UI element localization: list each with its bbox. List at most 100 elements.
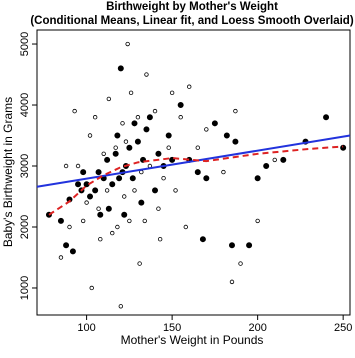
mean-point bbox=[105, 205, 112, 212]
data-point bbox=[101, 151, 106, 157]
mean-point bbox=[114, 132, 121, 139]
data-point bbox=[84, 200, 89, 205]
mean-point bbox=[92, 187, 99, 194]
data-point bbox=[255, 218, 260, 224]
data-point bbox=[238, 261, 243, 266]
mean-point bbox=[138, 199, 145, 206]
data-point bbox=[110, 230, 115, 236]
data-point bbox=[75, 163, 81, 169]
mean-point bbox=[254, 175, 261, 182]
mean-point bbox=[121, 211, 128, 218]
mean-point bbox=[263, 163, 270, 170]
mean-point bbox=[69, 248, 76, 255]
data-point bbox=[142, 218, 147, 224]
mean-point bbox=[131, 120, 138, 127]
mean-point bbox=[323, 114, 330, 121]
data-point bbox=[113, 145, 118, 150]
mean-point bbox=[143, 126, 150, 133]
data-point bbox=[229, 279, 235, 285]
data-point bbox=[152, 108, 158, 114]
x-axis-label: Mother's Weight in Pounds bbox=[121, 333, 264, 347]
mean-point bbox=[126, 144, 133, 151]
mean-point bbox=[280, 156, 287, 163]
data-point bbox=[187, 84, 192, 89]
mean-point bbox=[87, 193, 94, 200]
data-point bbox=[204, 127, 209, 132]
mean-point bbox=[152, 187, 159, 194]
data-point bbox=[92, 115, 98, 120]
data-point bbox=[89, 285, 94, 291]
data-point bbox=[183, 224, 189, 230]
mean-point bbox=[129, 175, 136, 182]
mean-point bbox=[109, 181, 116, 188]
x-tick-label: 200 bbox=[248, 322, 266, 334]
data-point bbox=[63, 163, 69, 169]
data-point bbox=[157, 236, 163, 242]
mean-point bbox=[203, 175, 210, 182]
x-tick-label: 100 bbox=[77, 322, 95, 334]
loess-line bbox=[48, 145, 344, 216]
data-point bbox=[161, 176, 166, 181]
data-point bbox=[118, 304, 124, 309]
mean-point bbox=[177, 102, 184, 109]
mean-point bbox=[75, 181, 82, 188]
data-point bbox=[132, 188, 137, 193]
mean-point bbox=[63, 242, 70, 249]
data-point bbox=[127, 218, 132, 224]
x-tick-label: 250 bbox=[334, 322, 352, 334]
mean-point bbox=[117, 65, 124, 72]
data-point bbox=[125, 41, 130, 47]
data-point bbox=[67, 224, 72, 230]
data-point bbox=[80, 218, 86, 224]
mean-point bbox=[194, 169, 201, 176]
mean-point bbox=[340, 144, 347, 151]
chart-title: Birthweight by Mother's Weight bbox=[106, 1, 278, 13]
mean-point bbox=[211, 120, 218, 127]
data-point bbox=[272, 157, 277, 163]
mean-point bbox=[146, 114, 153, 121]
data-point bbox=[96, 206, 101, 211]
mean-point bbox=[223, 132, 230, 139]
data-point bbox=[128, 90, 134, 96]
y-tick-label: 1000 bbox=[19, 276, 31, 300]
data-point bbox=[115, 224, 120, 230]
data-point bbox=[120, 121, 125, 126]
data-point bbox=[106, 96, 112, 102]
x-tick-label: 150 bbox=[163, 322, 181, 334]
mean-point bbox=[246, 242, 253, 249]
data-point bbox=[137, 261, 142, 266]
data-point bbox=[156, 206, 161, 211]
data-point bbox=[135, 115, 141, 120]
y-tick-label: 3000 bbox=[19, 154, 31, 178]
data-point bbox=[173, 188, 178, 193]
y-tick-label: 4000 bbox=[19, 93, 31, 117]
mean-point bbox=[232, 138, 239, 145]
mean-point bbox=[57, 217, 64, 224]
data-point bbox=[58, 255, 64, 260]
mean-point bbox=[116, 175, 123, 182]
mean-point bbox=[228, 242, 235, 249]
data-point bbox=[122, 194, 127, 199]
mean-point bbox=[155, 150, 162, 157]
data-point bbox=[166, 145, 171, 150]
plot-frame bbox=[36, 29, 351, 316]
data-point bbox=[98, 236, 103, 242]
mean-point bbox=[199, 236, 206, 243]
data-point bbox=[178, 115, 183, 120]
mean-point bbox=[134, 138, 141, 145]
mean-point bbox=[95, 169, 102, 176]
mean-point bbox=[165, 132, 172, 139]
data-point bbox=[195, 145, 200, 150]
data-point bbox=[144, 72, 149, 77]
fit-line bbox=[36, 134, 351, 188]
mean-point bbox=[97, 211, 104, 218]
data-point bbox=[123, 139, 129, 144]
data-point bbox=[169, 90, 175, 96]
data-point bbox=[87, 133, 93, 138]
mean-point bbox=[112, 150, 119, 157]
data-point bbox=[221, 169, 226, 175]
mean-point bbox=[104, 156, 111, 163]
mean-point bbox=[80, 169, 87, 176]
data-point bbox=[72, 108, 77, 114]
